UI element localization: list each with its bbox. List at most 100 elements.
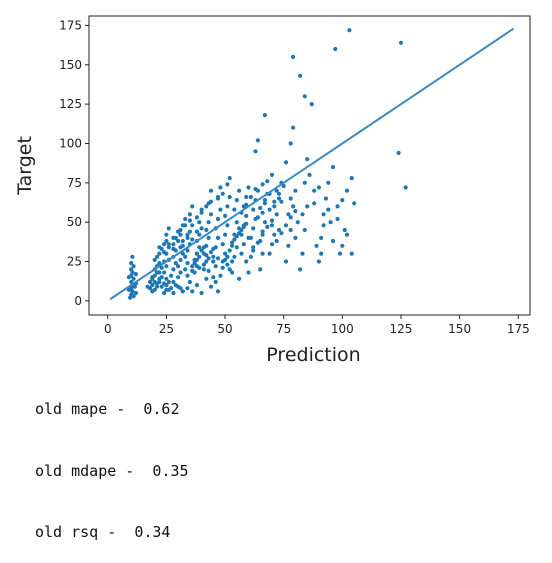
data-point	[199, 210, 204, 215]
data-point	[183, 267, 188, 272]
data-point	[211, 259, 216, 264]
data-point	[291, 204, 296, 209]
data-point	[323, 196, 328, 201]
data-point	[171, 246, 176, 251]
x-tick-label: 0	[104, 322, 112, 336]
data-point	[293, 235, 298, 240]
data-point	[157, 276, 162, 281]
data-point	[183, 254, 188, 259]
y-tick-label: 25	[67, 254, 82, 268]
data-point	[251, 248, 256, 253]
data-point	[344, 232, 350, 237]
data-point	[132, 284, 137, 289]
data-point	[157, 245, 162, 250]
data-point	[260, 210, 265, 215]
data-point	[178, 257, 183, 262]
data-point	[178, 270, 183, 275]
data-point	[283, 259, 289, 264]
data-point	[187, 218, 192, 223]
data-point	[253, 187, 258, 192]
data-point	[239, 251, 244, 256]
data-point	[211, 275, 216, 280]
data-point	[232, 254, 237, 259]
data-point	[279, 231, 284, 236]
data-point	[225, 204, 230, 209]
data-point	[162, 242, 167, 247]
data-point	[223, 251, 228, 256]
data-point	[190, 289, 195, 294]
plot-frame	[88, 15, 531, 316]
data-point	[204, 259, 209, 264]
data-point	[396, 150, 401, 155]
data-point	[220, 265, 225, 270]
data-point	[344, 188, 350, 193]
data-point	[183, 216, 188, 222]
data-point	[180, 238, 185, 244]
data-point	[183, 223, 188, 228]
data-point	[234, 198, 239, 203]
data-point	[197, 220, 202, 225]
data-point	[171, 235, 176, 240]
y-tick-label: 175	[59, 18, 82, 32]
data-point	[253, 149, 258, 154]
data-point	[272, 232, 277, 237]
data-point	[166, 226, 171, 231]
data-point	[211, 246, 216, 251]
data-point	[194, 283, 199, 288]
data-point	[267, 207, 272, 212]
data-point	[298, 73, 303, 78]
data-point	[314, 243, 319, 248]
data-point	[269, 218, 275, 223]
data-point	[152, 257, 157, 262]
data-point	[150, 283, 155, 288]
data-point	[126, 275, 131, 280]
data-point	[312, 188, 317, 193]
x-tick-label: 100	[331, 322, 354, 336]
data-point	[251, 226, 256, 231]
data-point	[190, 237, 195, 242]
data-point	[241, 242, 246, 247]
y-tick-label: 150	[59, 58, 82, 72]
data-point	[227, 176, 232, 181]
data-point	[295, 220, 300, 225]
y-axis-label: Target	[14, 136, 36, 196]
data-point	[164, 232, 169, 237]
data-point	[269, 242, 275, 247]
data-point	[215, 216, 221, 222]
data-point	[199, 207, 204, 212]
data-point	[180, 251, 185, 256]
data-point	[269, 172, 275, 177]
data-point	[215, 256, 221, 261]
data-point	[157, 270, 162, 275]
data-point	[190, 264, 195, 269]
data-point	[234, 245, 239, 250]
data-point	[248, 194, 253, 200]
data-point	[398, 40, 404, 45]
data-point	[234, 234, 239, 239]
data-point	[312, 201, 317, 206]
data-point	[176, 275, 181, 280]
scatter-points	[126, 28, 408, 300]
data-point	[302, 180, 307, 185]
x-axis-label: Prediction	[266, 344, 360, 366]
data-point	[326, 207, 331, 212]
data-point	[223, 213, 228, 218]
data-point	[171, 267, 176, 272]
data-point	[260, 232, 265, 237]
data-point	[267, 251, 272, 256]
data-point	[220, 191, 225, 196]
data-point	[208, 188, 214, 193]
data-point	[164, 238, 169, 244]
data-point	[288, 227, 293, 233]
data-point	[307, 172, 312, 177]
data-point	[262, 201, 267, 206]
data-point	[262, 220, 267, 225]
data-point	[288, 196, 293, 201]
data-point	[255, 240, 260, 245]
data-point	[232, 237, 237, 242]
data-point	[262, 198, 267, 203]
data-point	[230, 259, 235, 264]
data-point	[164, 264, 169, 269]
data-point	[262, 113, 267, 118]
data-point	[349, 176, 354, 181]
